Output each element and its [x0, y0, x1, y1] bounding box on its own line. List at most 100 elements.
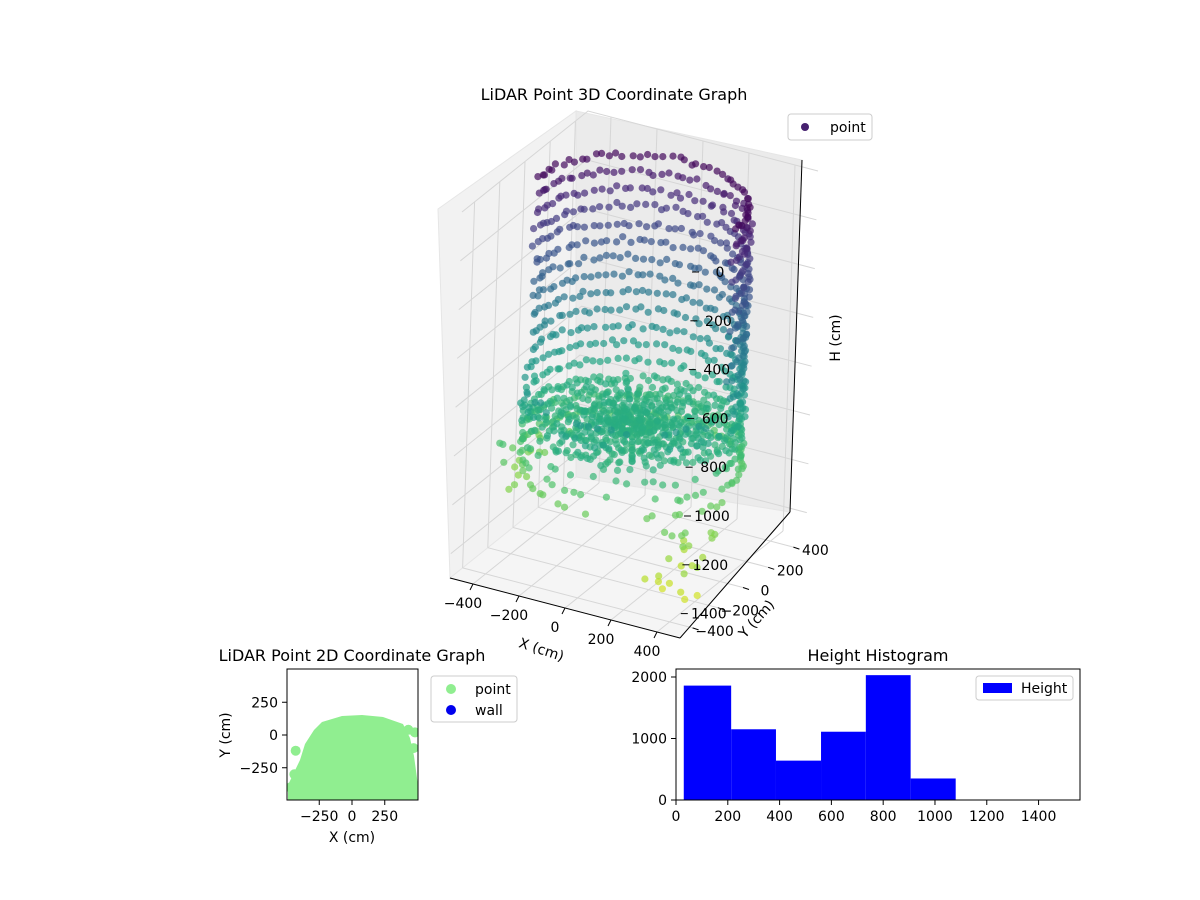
- x-tick-label: 0: [551, 620, 560, 636]
- point: [703, 317, 711, 325]
- point: [668, 359, 676, 367]
- point: [551, 348, 559, 356]
- point: [671, 481, 680, 489]
- x-tick: [653, 631, 658, 639]
- point: [511, 463, 519, 471]
- point: [645, 288, 653, 296]
- point: [696, 335, 704, 343]
- point: [605, 152, 614, 160]
- point: [736, 375, 744, 383]
- point: [688, 434, 696, 442]
- point: [710, 356, 718, 364]
- point: [703, 218, 711, 226]
- point: [556, 312, 564, 320]
- point: [662, 290, 670, 298]
- point: [739, 335, 747, 343]
- point: [672, 203, 680, 211]
- legend-histogram-swatch: [983, 683, 1012, 693]
- point: [530, 277, 538, 285]
- point: [527, 445, 535, 453]
- point: [695, 320, 703, 328]
- point: [613, 440, 621, 448]
- point: [665, 555, 673, 563]
- legend-2d-point-marker: [446, 684, 456, 694]
- point: [586, 340, 594, 348]
- point: [607, 289, 615, 297]
- point: [624, 286, 633, 294]
- point: [590, 323, 598, 331]
- point: [660, 306, 668, 315]
- point: [626, 466, 634, 474]
- y-tick-label: −400: [695, 624, 733, 640]
- point: [702, 457, 710, 465]
- z-tick-label: 1400: [691, 607, 727, 623]
- point: [693, 429, 701, 437]
- point: [514, 471, 522, 479]
- point: [538, 423, 546, 431]
- point: [567, 329, 575, 337]
- point: [649, 478, 657, 486]
- point: [703, 285, 711, 293]
- point: [711, 306, 719, 314]
- point: [629, 152, 637, 160]
- point: [554, 365, 562, 373]
- point: [731, 439, 739, 447]
- point: [550, 180, 558, 188]
- point: [699, 553, 707, 562]
- point: [635, 355, 643, 363]
- point: [628, 166, 636, 174]
- point: [634, 438, 642, 446]
- legend-2d: point wall: [430, 675, 518, 723]
- point: [680, 362, 688, 370]
- point: [661, 431, 669, 439]
- point: [746, 233, 754, 241]
- point: [524, 408, 532, 416]
- point: [529, 345, 538, 354]
- legend-2d-point-label: point: [475, 682, 511, 698]
- point: [644, 439, 652, 447]
- point: [742, 261, 750, 269]
- point: [696, 456, 704, 464]
- point: [649, 171, 657, 180]
- point: [668, 421, 676, 429]
- point: [640, 236, 649, 244]
- plot-area-2d: [287, 715, 418, 800]
- point: [690, 231, 698, 239]
- y-tick: [768, 566, 775, 570]
- point: [572, 307, 580, 315]
- point: [666, 329, 674, 337]
- point: [665, 169, 673, 177]
- point: [628, 458, 636, 466]
- point: [690, 282, 698, 290]
- point: [728, 308, 736, 316]
- point: [654, 441, 663, 449]
- point: [606, 187, 614, 195]
- chart-3d-title: LiDAR Point 3D Coordinate Graph: [481, 85, 748, 104]
- point: [740, 391, 749, 399]
- point: [290, 745, 301, 756]
- grid-line: [512, 527, 744, 588]
- point: [534, 238, 542, 246]
- point: [744, 194, 752, 203]
- x-tick-label: 0: [348, 809, 357, 825]
- point: [628, 438, 636, 446]
- point: [533, 258, 541, 266]
- point: [718, 290, 727, 299]
- point: [580, 411, 588, 419]
- point: [545, 266, 553, 274]
- point: [593, 289, 601, 297]
- point: [548, 386, 556, 394]
- point: [651, 153, 659, 161]
- point: [564, 260, 572, 268]
- point: [573, 389, 582, 397]
- z-axis: [789, 159, 803, 513]
- point: [523, 473, 531, 481]
- point: [661, 341, 669, 349]
- legend-3d-label: point: [830, 120, 866, 136]
- point: [643, 223, 651, 231]
- point: [588, 413, 596, 421]
- point: [737, 289, 745, 297]
- point: [739, 385, 747, 393]
- point: [712, 325, 720, 333]
- x-axis-label-2d: X (cm): [329, 830, 375, 846]
